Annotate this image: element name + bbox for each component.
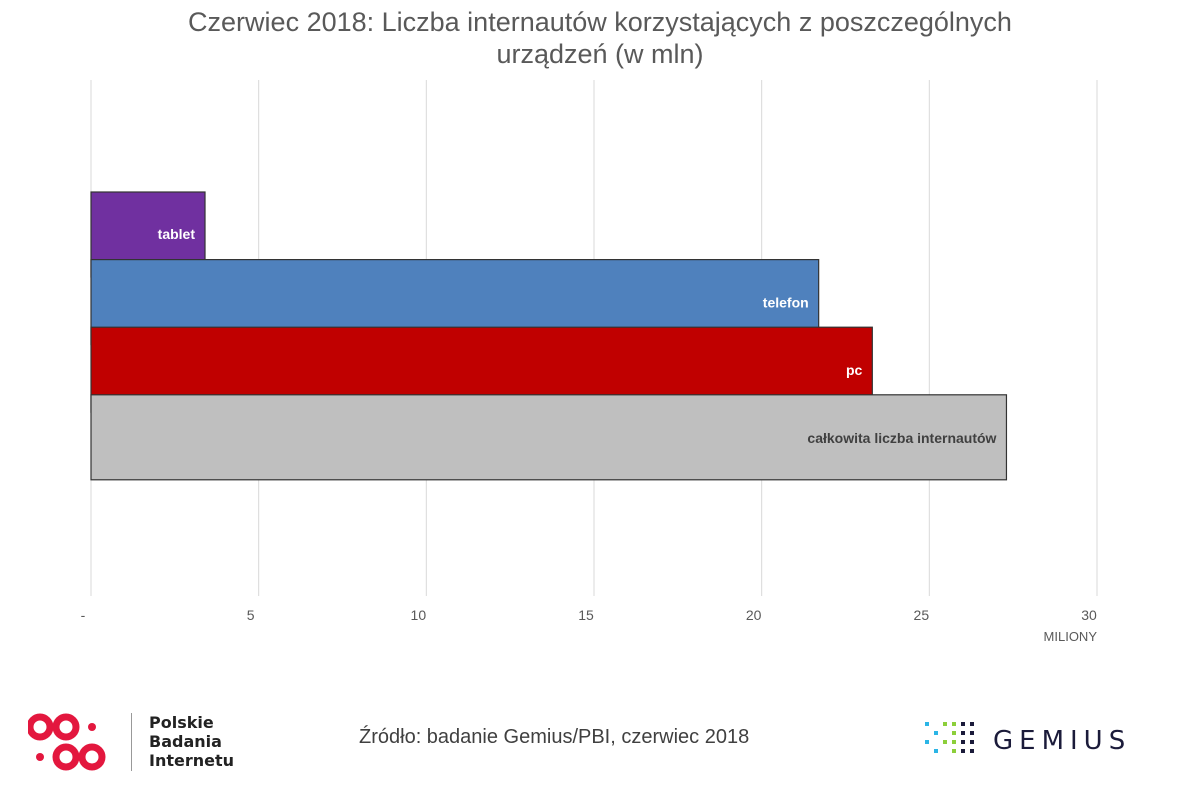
bar-data-label: pc — [846, 362, 863, 378]
x-tick-label: 30 — [1081, 607, 1097, 623]
x-axis-label: MILIONY — [1044, 629, 1098, 644]
x-tick-label: - — [81, 607, 86, 623]
bar-data-label: całkowita liczba internautów — [807, 430, 996, 446]
bars: tablet telefon pc całkowita liczba internau… — [90, 191, 1008, 481]
chart-title-line-1: Czerwiec 2018: Liczba internautów korzys… — [188, 7, 1012, 37]
gemius-dots-icon — [925, 722, 974, 753]
pbi-text-line-2: Badania — [149, 732, 222, 751]
x-axis-tick-labels: - 5 10 15 20 25 30 — [81, 607, 1097, 623]
source-note: Źródło: badanie Gemius/PBI, czerwiec 201… — [359, 726, 750, 748]
bar-data-label: tablet — [158, 226, 196, 242]
pbi-text-line-3: Internetu — [149, 751, 235, 770]
x-tick-label: 15 — [578, 607, 594, 623]
chart-title: Czerwiec 2018: Liczba internautów korzys… — [0, 6, 1200, 70]
chart-title-line-2: urządzeń (w mln) — [496, 39, 704, 69]
x-tick-label: 5 — [247, 607, 255, 623]
bar-4 — [90, 394, 1008, 481]
gemius-logo-text: GEMIUS — [993, 726, 1132, 756]
pbi-logo-icon — [28, 713, 106, 771]
x-tick-label: 25 — [914, 607, 930, 623]
pbi-logo-text: Polskie Badania Internetu — [149, 713, 234, 770]
bar-data-label: telefon — [763, 295, 809, 311]
logo-divider — [131, 713, 132, 771]
x-tick-label: 20 — [746, 607, 762, 623]
x-tick-label: 10 — [411, 607, 427, 623]
pbi-text-line-1: Polskie — [149, 713, 214, 732]
